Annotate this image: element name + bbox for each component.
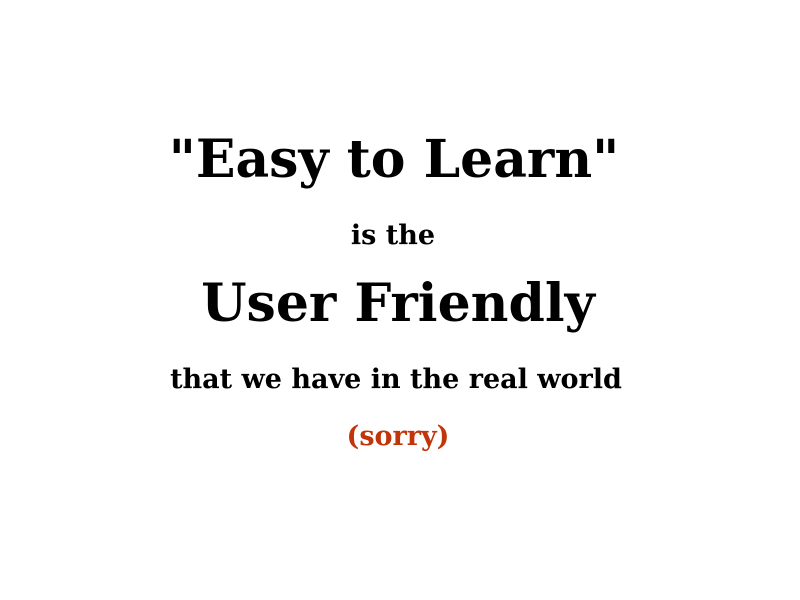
headline-user-friendly: User Friendly xyxy=(201,273,595,334)
headline-easy-to-learn: "Easy to Learn" xyxy=(168,129,620,190)
subtext-real-world: that we have in the real world xyxy=(170,364,622,395)
connector-text: is the xyxy=(350,220,436,251)
apology-text: (sorry) xyxy=(346,421,450,452)
